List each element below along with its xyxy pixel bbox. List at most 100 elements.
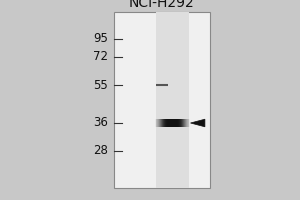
Bar	[161, 119, 163, 127]
Bar	[160, 119, 161, 127]
Bar	[170, 119, 172, 127]
Bar	[160, 119, 162, 127]
Bar	[174, 119, 175, 127]
Bar	[166, 119, 167, 127]
Bar	[173, 119, 174, 127]
Bar	[185, 119, 187, 127]
Bar	[182, 119, 184, 127]
Polygon shape	[190, 119, 205, 127]
Text: 72: 72	[93, 50, 108, 64]
Bar	[164, 119, 166, 127]
Bar	[183, 119, 184, 127]
Bar	[188, 119, 189, 127]
Bar	[177, 119, 178, 127]
Bar	[176, 119, 177, 127]
Bar	[166, 119, 167, 127]
Bar	[172, 119, 174, 127]
Bar	[165, 119, 166, 127]
Bar	[187, 119, 188, 127]
Bar	[177, 119, 178, 127]
Bar	[173, 119, 174, 127]
Bar	[173, 119, 175, 127]
Bar	[188, 119, 189, 127]
Bar	[164, 119, 165, 127]
Bar	[181, 119, 182, 127]
Bar	[167, 119, 168, 127]
Text: NCI-H292: NCI-H292	[129, 0, 195, 10]
Bar	[210, 0, 300, 200]
Bar	[164, 119, 165, 127]
Bar	[156, 119, 158, 127]
Bar	[180, 119, 181, 127]
Bar	[169, 119, 170, 127]
Bar	[114, 12, 210, 188]
Bar	[172, 119, 173, 127]
Bar	[174, 119, 175, 127]
Bar	[188, 119, 190, 127]
Text: 28: 28	[93, 144, 108, 158]
Bar	[169, 119, 170, 127]
Bar	[177, 119, 178, 127]
Bar	[163, 119, 164, 127]
Bar	[161, 119, 162, 127]
Bar	[168, 119, 169, 127]
Bar	[179, 119, 181, 127]
Bar	[170, 119, 171, 127]
Bar	[165, 119, 166, 127]
Bar	[178, 119, 180, 127]
Bar	[184, 119, 185, 127]
Bar	[167, 119, 168, 127]
Bar	[175, 119, 176, 127]
Bar	[156, 12, 189, 188]
Bar	[172, 119, 173, 127]
Bar	[156, 119, 157, 127]
Bar	[156, 119, 157, 127]
Bar	[179, 119, 180, 127]
Bar	[183, 119, 184, 127]
Bar	[185, 119, 186, 127]
Bar	[179, 119, 180, 127]
Bar	[169, 119, 171, 127]
Bar	[186, 119, 188, 127]
Bar	[182, 119, 183, 127]
Bar	[159, 119, 160, 127]
Bar	[184, 119, 186, 127]
Bar	[158, 119, 159, 127]
Bar	[175, 119, 176, 127]
Bar	[168, 119, 169, 127]
Bar	[178, 119, 179, 127]
Bar	[171, 119, 172, 127]
Bar	[176, 119, 177, 127]
Bar	[186, 119, 187, 127]
Bar	[185, 119, 186, 127]
Bar	[161, 119, 162, 127]
Bar	[168, 119, 169, 127]
Bar	[170, 119, 171, 127]
Bar	[165, 119, 166, 127]
Bar	[188, 119, 189, 127]
Bar	[183, 119, 184, 127]
Bar	[182, 119, 183, 127]
Bar	[181, 119, 182, 127]
Bar	[167, 119, 168, 127]
Bar	[186, 119, 187, 127]
Bar	[176, 119, 178, 127]
Bar	[157, 119, 158, 127]
Bar	[162, 119, 163, 127]
Bar	[114, 0, 210, 12]
Bar	[160, 119, 161, 127]
Bar	[182, 119, 183, 127]
Text: 95: 95	[93, 32, 108, 46]
Bar	[187, 119, 188, 127]
Bar	[0, 0, 114, 200]
Bar	[159, 119, 160, 127]
Bar	[158, 119, 159, 127]
Bar	[171, 119, 172, 127]
Bar	[159, 119, 160, 127]
Bar	[162, 119, 163, 127]
Bar	[158, 119, 159, 127]
Bar	[174, 119, 175, 127]
Bar	[178, 119, 179, 127]
Bar	[184, 119, 185, 127]
Bar	[114, 188, 210, 200]
